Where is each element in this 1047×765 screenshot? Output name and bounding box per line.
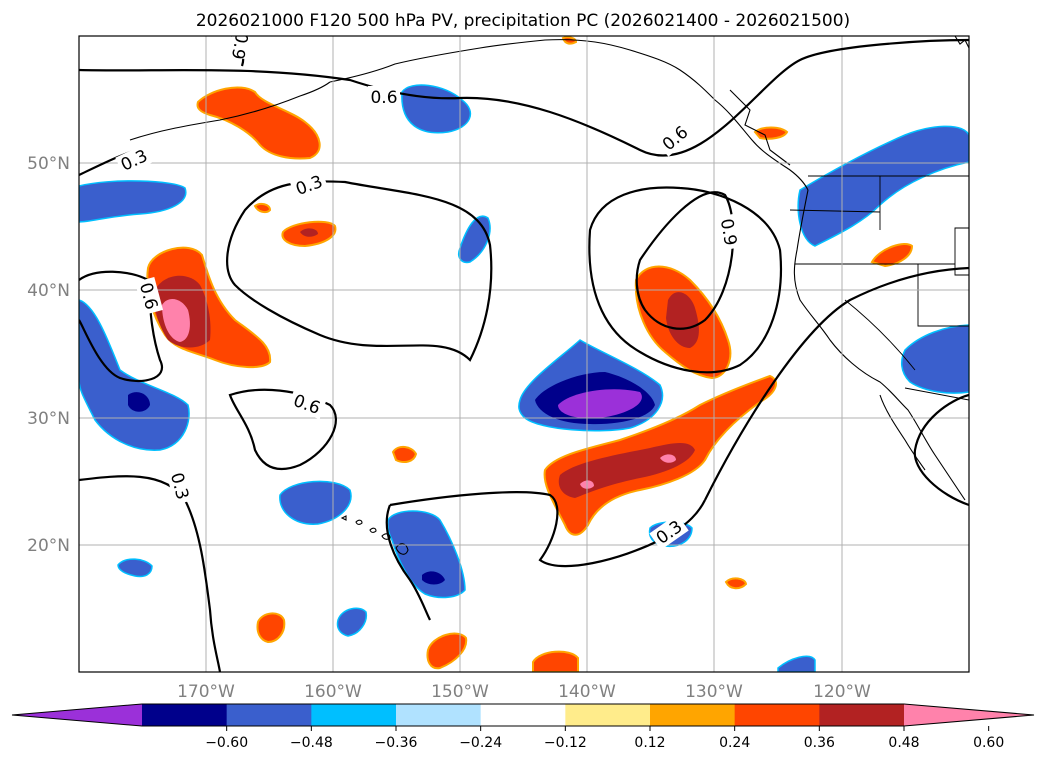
pos-region-north-top	[561, 36, 578, 45]
colorbar-segment	[734, 704, 820, 726]
neg-region-southeast-corner	[777, 655, 816, 672]
colorbar-segment	[650, 704, 736, 726]
hawaii-oahu	[369, 527, 377, 533]
positive-precip-regions	[146, 36, 914, 672]
lat-label-20n: 20°N	[27, 536, 70, 556]
pos-region-southern-pink-1	[660, 454, 676, 463]
colorbar-tick-label: 0.24	[719, 735, 750, 751]
map-plot-area: 0.6 0.3 0.3 0.6 0.9 0.6 0.6 0.3 0.3 0.9	[79, 31, 969, 672]
contour-0.9-inner-oval	[635, 191, 735, 330]
contour-0.3-east	[704, 266, 969, 501]
coastline-baja	[879, 394, 926, 471]
colorbar-tick-label: −0.36	[375, 735, 418, 751]
contour-label-0.6-alaska: 0.6	[370, 88, 397, 108]
lon-label-170w: 170°W	[177, 682, 235, 702]
contour-label-0.9-east: 0.9	[716, 217, 740, 247]
negative-precip-regions	[79, 84, 969, 672]
border-nevada-diagonal	[844, 299, 916, 371]
pos-region-hawaii-north	[391, 446, 418, 463]
colorbar: −0.60 −0.48 −0.36 −0.24 −0.12 0.12 0.24 0.36 0.4…	[11, 703, 1035, 751]
border-washington-oregon	[789, 209, 881, 213]
lon-label-150w: 150°W	[431, 682, 489, 702]
contour-0.3-southwest	[79, 475, 222, 672]
contour-0.3-east-oval	[588, 186, 782, 374]
colorbar-segment	[226, 704, 312, 726]
neg-region-west-edge-north	[79, 180, 187, 223]
contour-label-layer: 0.6 0.3 0.3 0.6 0.9 0.6 0.6 0.3 0.3 0.9	[115, 31, 742, 550]
neg-region-west-edge-south	[79, 299, 190, 451]
coastline-alaska	[329, 39, 809, 191]
contour-label-0.9-top: 0.9	[227, 31, 251, 61]
lat-label-50n: 50°N	[27, 154, 70, 174]
pv-contours	[79, 36, 969, 672]
figure-title: 2026021000 F120 500 hPa PV, precipitatio…	[196, 11, 850, 31]
colorbar-segment	[819, 704, 905, 726]
border-arizona	[954, 227, 969, 276]
colorbar-tick-label: −0.48	[290, 735, 333, 751]
colorbar-tick-label: 0.48	[888, 735, 919, 751]
pos-region-small-north-2	[253, 202, 272, 214]
coastline-alaska-peninsula	[129, 81, 331, 141]
colorbar-arrow-min	[12, 704, 142, 726]
lon-label-140w: 140°W	[558, 682, 616, 702]
colorbar-tick-label: 0.12	[634, 735, 665, 751]
hawaii-main-island	[395, 543, 409, 555]
lat-label-30n: 30°N	[27, 409, 70, 429]
pos-region-western-pink	[162, 298, 190, 342]
hawaii-islands	[340, 515, 409, 555]
pos-region-southeast-tiny	[724, 577, 748, 590]
pos-region-south-mid	[426, 632, 468, 670]
pos-region-small-north-1	[753, 126, 789, 140]
colorbar-segments	[11, 703, 1035, 727]
colorbar-tick-label: 0.36	[804, 735, 835, 751]
map-frame	[78, 35, 970, 673]
neg-region-central-pacific-purple	[558, 389, 642, 419]
neg-region-pacific-northwest	[797, 125, 969, 247]
neg-region-southwest-small	[117, 558, 153, 578]
hawaii-small	[340, 515, 347, 521]
neg-region-dark-core-west	[128, 392, 150, 412]
coastline-west-us	[793, 189, 966, 501]
colorbar-tick-label: −0.24	[459, 735, 502, 751]
contour-0.3-south-loop	[385, 504, 431, 621]
latitude-labels: 20°N 30°N 40°N 50°N	[27, 154, 70, 556]
pos-region-south-bottom	[532, 650, 579, 672]
colorbar-ticks: −0.60 −0.48 −0.36 −0.24 −0.12 0.12 0.24 0.36 0.4…	[205, 726, 1004, 751]
map-gridlines	[79, 36, 969, 672]
contour-0.6-east	[913, 393, 969, 507]
neg-region-south-of-hawaii-core	[422, 571, 445, 585]
pos-region-southwest-small	[256, 612, 286, 644]
neg-region-south-of-hawaii	[386, 510, 466, 599]
colorbar-tick-label: −0.12	[544, 735, 587, 751]
lon-label-120w: 120°W	[813, 682, 871, 702]
contour-0.6-small-loop	[228, 388, 337, 471]
contour-0.6-north	[79, 38, 969, 157]
contour-0.3-large-ring	[226, 180, 493, 362]
lat-label-40n: 40°N	[27, 281, 70, 301]
colorbar-segment	[565, 704, 651, 726]
colorbar-segment	[396, 704, 482, 726]
colorbar-segment	[311, 704, 397, 726]
lon-label-160w: 160°W	[304, 682, 362, 702]
border-nevada	[917, 264, 969, 327]
neg-region-southern-california	[900, 324, 969, 394]
colorbar-outline	[11, 703, 1035, 727]
colorbar-tick-label: 0.60	[973, 735, 1004, 751]
colorbar-tick-label: −0.60	[205, 735, 248, 751]
pos-region-mid-north-core	[300, 228, 318, 237]
lon-label-130w: 130°W	[685, 682, 743, 702]
longitude-labels: 170°W 160°W 150°W 140°W 130°W 120°W	[177, 682, 871, 702]
contour-0.6-west-pocket	[79, 270, 164, 382]
pos-region-east-oval-core	[666, 292, 699, 348]
hawaii-kauai	[355, 519, 363, 525]
colorbar-segment	[142, 704, 228, 726]
colorbar-arrow-max	[904, 704, 1034, 726]
pos-region-aleutian	[196, 86, 321, 160]
hawaii-maui	[381, 533, 391, 540]
neg-region-south-central-small	[336, 607, 368, 637]
colorbar-segment	[480, 704, 566, 726]
